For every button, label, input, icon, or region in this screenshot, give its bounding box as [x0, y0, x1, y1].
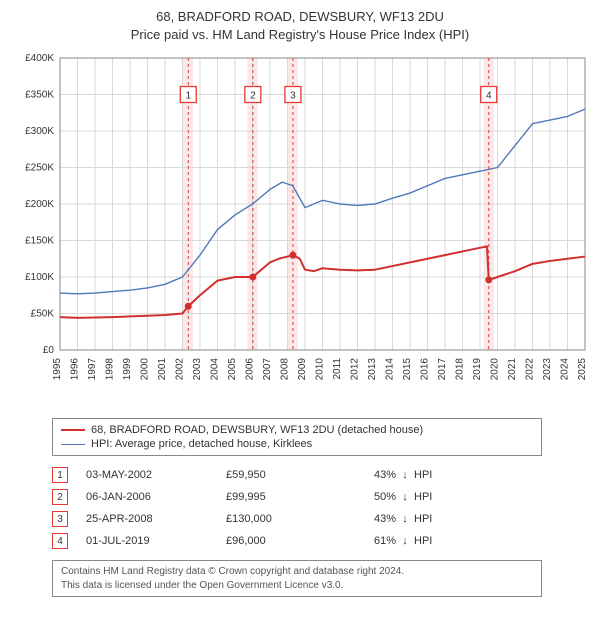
svg-text:2012: 2012	[350, 358, 361, 381]
title-line-2: Price paid vs. HM Land Registry's House …	[10, 26, 590, 44]
footer: Contains HM Land Registry data © Crown c…	[52, 560, 542, 597]
svg-text:2019: 2019	[472, 358, 483, 381]
svg-text:3: 3	[290, 91, 296, 102]
sale-date: 01-JUL-2019	[86, 535, 226, 547]
svg-text:2003: 2003	[192, 358, 203, 381]
down-arrow-icon: ↓	[396, 491, 414, 503]
svg-text:2005: 2005	[227, 358, 238, 381]
sale-pct: 43%	[336, 469, 396, 481]
sale-row: 2 06-JAN-2006£99,99550%↓HPI	[52, 486, 590, 508]
sale-date: 25-APR-2008	[86, 513, 226, 525]
svg-text:2021: 2021	[507, 358, 518, 381]
down-arrow-icon: ↓	[396, 513, 414, 525]
svg-text:2007: 2007	[262, 358, 273, 381]
title-line-1: 68, BRADFORD ROAD, DEWSBURY, WF13 2DU	[10, 8, 590, 26]
svg-text:1999: 1999	[122, 358, 133, 381]
sale-price: £99,995	[226, 491, 336, 503]
svg-text:2: 2	[250, 91, 256, 102]
svg-text:2013: 2013	[367, 358, 378, 381]
svg-text:£200K: £200K	[25, 199, 54, 210]
sale-price: £96,000	[226, 535, 336, 547]
legend-swatch	[61, 429, 85, 431]
svg-text:2004: 2004	[210, 358, 221, 381]
svg-text:4: 4	[486, 91, 492, 102]
sale-marker: 1	[52, 467, 68, 483]
svg-text:£0: £0	[43, 345, 55, 356]
svg-text:2010: 2010	[315, 358, 326, 381]
svg-text:2020: 2020	[490, 358, 501, 381]
sale-hpi-label: HPI	[414, 469, 454, 481]
sale-marker: 4	[52, 533, 68, 549]
svg-text:£150K: £150K	[25, 236, 54, 247]
sale-date: 03-MAY-2002	[86, 469, 226, 481]
sale-hpi-label: HPI	[414, 535, 454, 547]
legend-row: 68, BRADFORD ROAD, DEWSBURY, WF13 2DU (d…	[61, 423, 533, 437]
sale-pct: 50%	[336, 491, 396, 503]
svg-text:2022: 2022	[525, 358, 536, 381]
svg-text:2001: 2001	[157, 358, 168, 381]
svg-text:2011: 2011	[332, 358, 343, 380]
svg-text:£300K: £300K	[25, 126, 54, 137]
svg-text:2014: 2014	[385, 358, 396, 381]
svg-text:£250K: £250K	[25, 163, 54, 174]
sale-hpi-label: HPI	[414, 491, 454, 503]
down-arrow-icon: ↓	[396, 535, 414, 547]
legend-label: HPI: Average price, detached house, Kirk…	[91, 438, 312, 450]
footer-line-2: This data is licensed under the Open Gov…	[61, 579, 533, 593]
sale-row: 3 25-APR-2008£130,00043%↓HPI	[52, 508, 590, 530]
sale-date: 06-JAN-2006	[86, 491, 226, 503]
svg-text:2008: 2008	[280, 358, 291, 381]
chart-svg: £0 £50K £100K £150K £200K £250K £300K £350K £400…	[10, 50, 590, 410]
legend-row: HPI: Average price, detached house, Kirk…	[61, 437, 533, 451]
svg-text:1995: 1995	[52, 358, 63, 381]
legend-swatch	[61, 444, 85, 445]
svg-text:2018: 2018	[455, 358, 466, 381]
svg-text:1996: 1996	[70, 358, 81, 381]
svg-text:2023: 2023	[542, 358, 553, 381]
svg-text:2000: 2000	[140, 358, 151, 381]
footer-line-1: Contains HM Land Registry data © Crown c…	[61, 565, 533, 579]
down-arrow-icon: ↓	[396, 469, 414, 481]
svg-text:£100K: £100K	[25, 272, 54, 283]
svg-text:1998: 1998	[105, 358, 116, 381]
sale-marker: 3	[52, 511, 68, 527]
chart-title: 68, BRADFORD ROAD, DEWSBURY, WF13 2DU Pr…	[10, 8, 590, 44]
sale-pct: 43%	[336, 513, 396, 525]
svg-text:2025: 2025	[577, 358, 588, 381]
chart: £0 £50K £100K £150K £200K £250K £300K £350K £400…	[10, 50, 590, 410]
sale-row: 1 03-MAY-2002£59,95043%↓HPI	[52, 464, 590, 486]
svg-text:2002: 2002	[175, 358, 186, 381]
svg-text:£50K: £50K	[31, 309, 55, 320]
sale-marker: 2	[52, 489, 68, 505]
svg-text:2024: 2024	[560, 358, 571, 381]
svg-text:£400K: £400K	[25, 53, 54, 64]
svg-text:2017: 2017	[437, 358, 448, 381]
sale-hpi-label: HPI	[414, 513, 454, 525]
svg-text:2006: 2006	[245, 358, 256, 381]
svg-text:2009: 2009	[297, 358, 308, 381]
sales-table: 103-MAY-2002£59,95043%↓HPI206-JAN-2006£9…	[52, 464, 590, 552]
svg-text:2016: 2016	[420, 358, 431, 381]
sale-price: £59,950	[226, 469, 336, 481]
sale-row: 4 01-JUL-2019£96,00061%↓HPI	[52, 530, 590, 552]
svg-text:£350K: £350K	[25, 90, 54, 101]
legend: 68, BRADFORD ROAD, DEWSBURY, WF13 2DU (d…	[52, 418, 542, 456]
sale-price: £130,000	[226, 513, 336, 525]
svg-text:1997: 1997	[87, 358, 98, 381]
svg-text:2015: 2015	[402, 358, 413, 381]
svg-text:1: 1	[185, 91, 191, 102]
sale-pct: 61%	[336, 535, 396, 547]
legend-label: 68, BRADFORD ROAD, DEWSBURY, WF13 2DU (d…	[91, 424, 423, 436]
